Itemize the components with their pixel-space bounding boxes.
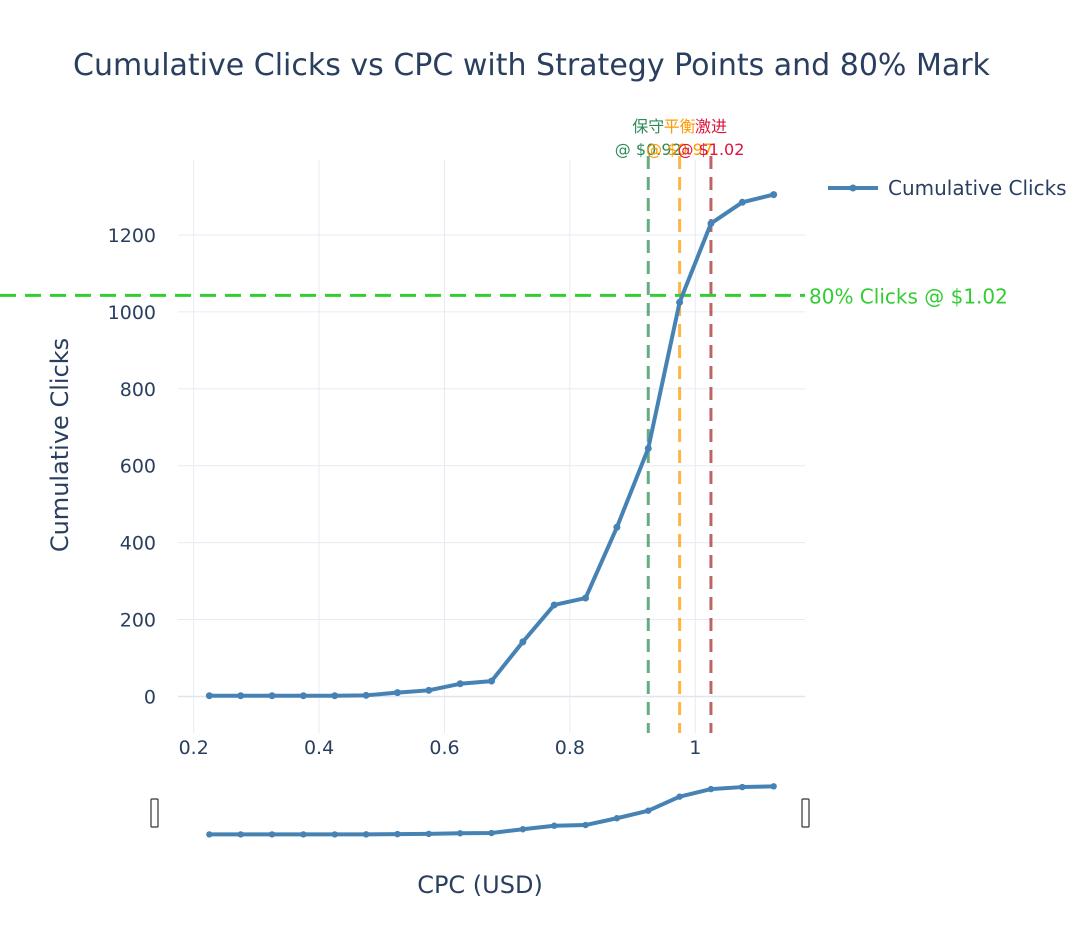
- slider-data-point: [362, 831, 370, 838]
- data-point[interactable]: [205, 692, 213, 700]
- data-point[interactable]: [707, 219, 715, 227]
- x-tick-label: 0.2: [179, 737, 209, 759]
- range-slider-preview: [206, 783, 777, 838]
- data-point[interactable]: [331, 692, 339, 700]
- x-gridlines: [193, 160, 696, 733]
- y-tick-label: 600: [120, 456, 156, 478]
- slider-data-point: [519, 826, 527, 833]
- data-point[interactable]: [456, 680, 464, 688]
- y-tick-label: 1200: [108, 225, 156, 247]
- data-point[interactable]: [550, 601, 558, 609]
- slider-data-point: [268, 831, 276, 838]
- slider-data-point: [582, 821, 589, 829]
- data-point[interactable]: [393, 689, 401, 697]
- x-tick-label: 1: [689, 737, 701, 759]
- series-layer: [205, 191, 778, 700]
- data-point[interactable]: [519, 638, 527, 646]
- strategy-price-label: @ $1.02: [678, 140, 745, 159]
- x-tick-label: 0.6: [429, 737, 459, 759]
- slider-data-point: [770, 783, 777, 790]
- x-tick-labels: 0.2 0.4 0.6 0.8 1: [179, 737, 702, 759]
- data-point[interactable]: [644, 444, 652, 452]
- data-point[interactable]: [488, 677, 495, 685]
- y-axis-title: Cumulative Clicks: [46, 338, 74, 552]
- slider-data-point: [676, 793, 683, 800]
- slider-data-point: [707, 785, 715, 793]
- slider-data-point: [206, 831, 213, 838]
- strategy-vlines: 保守 @ $0.92 平衡 @ $0.97 激进 @ $1.02: [615, 117, 745, 733]
- strategy-price-label: @ $0.92: [615, 140, 682, 159]
- y-tick-label: 400: [120, 533, 156, 555]
- y-tick-label: 800: [120, 379, 156, 401]
- threshold-hlines: 80% Clicks @ $1.02: [0, 284, 1008, 308]
- y-tick-label: 200: [120, 610, 156, 632]
- strategy-label: 保守: [632, 117, 664, 136]
- data-point[interactable]: [425, 686, 433, 694]
- legend-label: Cumulative Clicks: [888, 176, 1067, 200]
- slider-data-point: [425, 830, 432, 838]
- strategy-price-label: @ $0.97: [646, 140, 713, 159]
- slider-data-point: [488, 829, 495, 837]
- legend[interactable]: Cumulative Clicks: [828, 176, 1067, 200]
- y-tick-label: 1000: [108, 302, 156, 324]
- data-point[interactable]: [770, 191, 778, 199]
- strategy-label: 激进: [695, 117, 727, 136]
- range-slider[interactable]: [150, 783, 810, 838]
- data-point[interactable]: [613, 523, 621, 531]
- x-axis-title: CPC (USD): [417, 871, 543, 899]
- x-tick-label: 0.4: [304, 737, 334, 759]
- range-slider-left-handle[interactable]: [150, 798, 159, 828]
- legend-swatch-marker: [849, 184, 857, 192]
- range-slider-right-handle[interactable]: [801, 798, 810, 828]
- data-point[interactable]: [268, 692, 276, 700]
- data-point[interactable]: [738, 198, 746, 206]
- data-point[interactable]: [237, 692, 245, 700]
- data-point[interactable]: [299, 692, 307, 700]
- slider-data-point: [394, 830, 401, 838]
- chart-title: Cumulative Clicks vs CPC with Strategy P…: [73, 48, 991, 83]
- data-point[interactable]: [362, 691, 370, 699]
- slider-data-point: [551, 822, 558, 829]
- x-tick-label: 0.8: [555, 737, 585, 759]
- slider-data-point: [300, 831, 307, 838]
- slider-data-point: [613, 815, 621, 822]
- y-tick-labels: 0 200 400 600 800 1000 1200: [108, 225, 156, 708]
- slider-series-line: [209, 784, 774, 837]
- slider-data-point: [739, 783, 746, 791]
- y-tick-label: 0: [144, 686, 156, 708]
- slider-data-point: [237, 831, 244, 838]
- slider-data-point: [331, 831, 338, 838]
- threshold-label: 80% Clicks @ $1.02: [809, 284, 1008, 308]
- data-point[interactable]: [582, 594, 590, 602]
- series-line: [209, 192, 775, 698]
- strategy-label: 平衡: [664, 117, 696, 136]
- data-point[interactable]: [676, 298, 684, 306]
- slider-data-point: [456, 830, 464, 837]
- slider-data-point: [645, 807, 652, 814]
